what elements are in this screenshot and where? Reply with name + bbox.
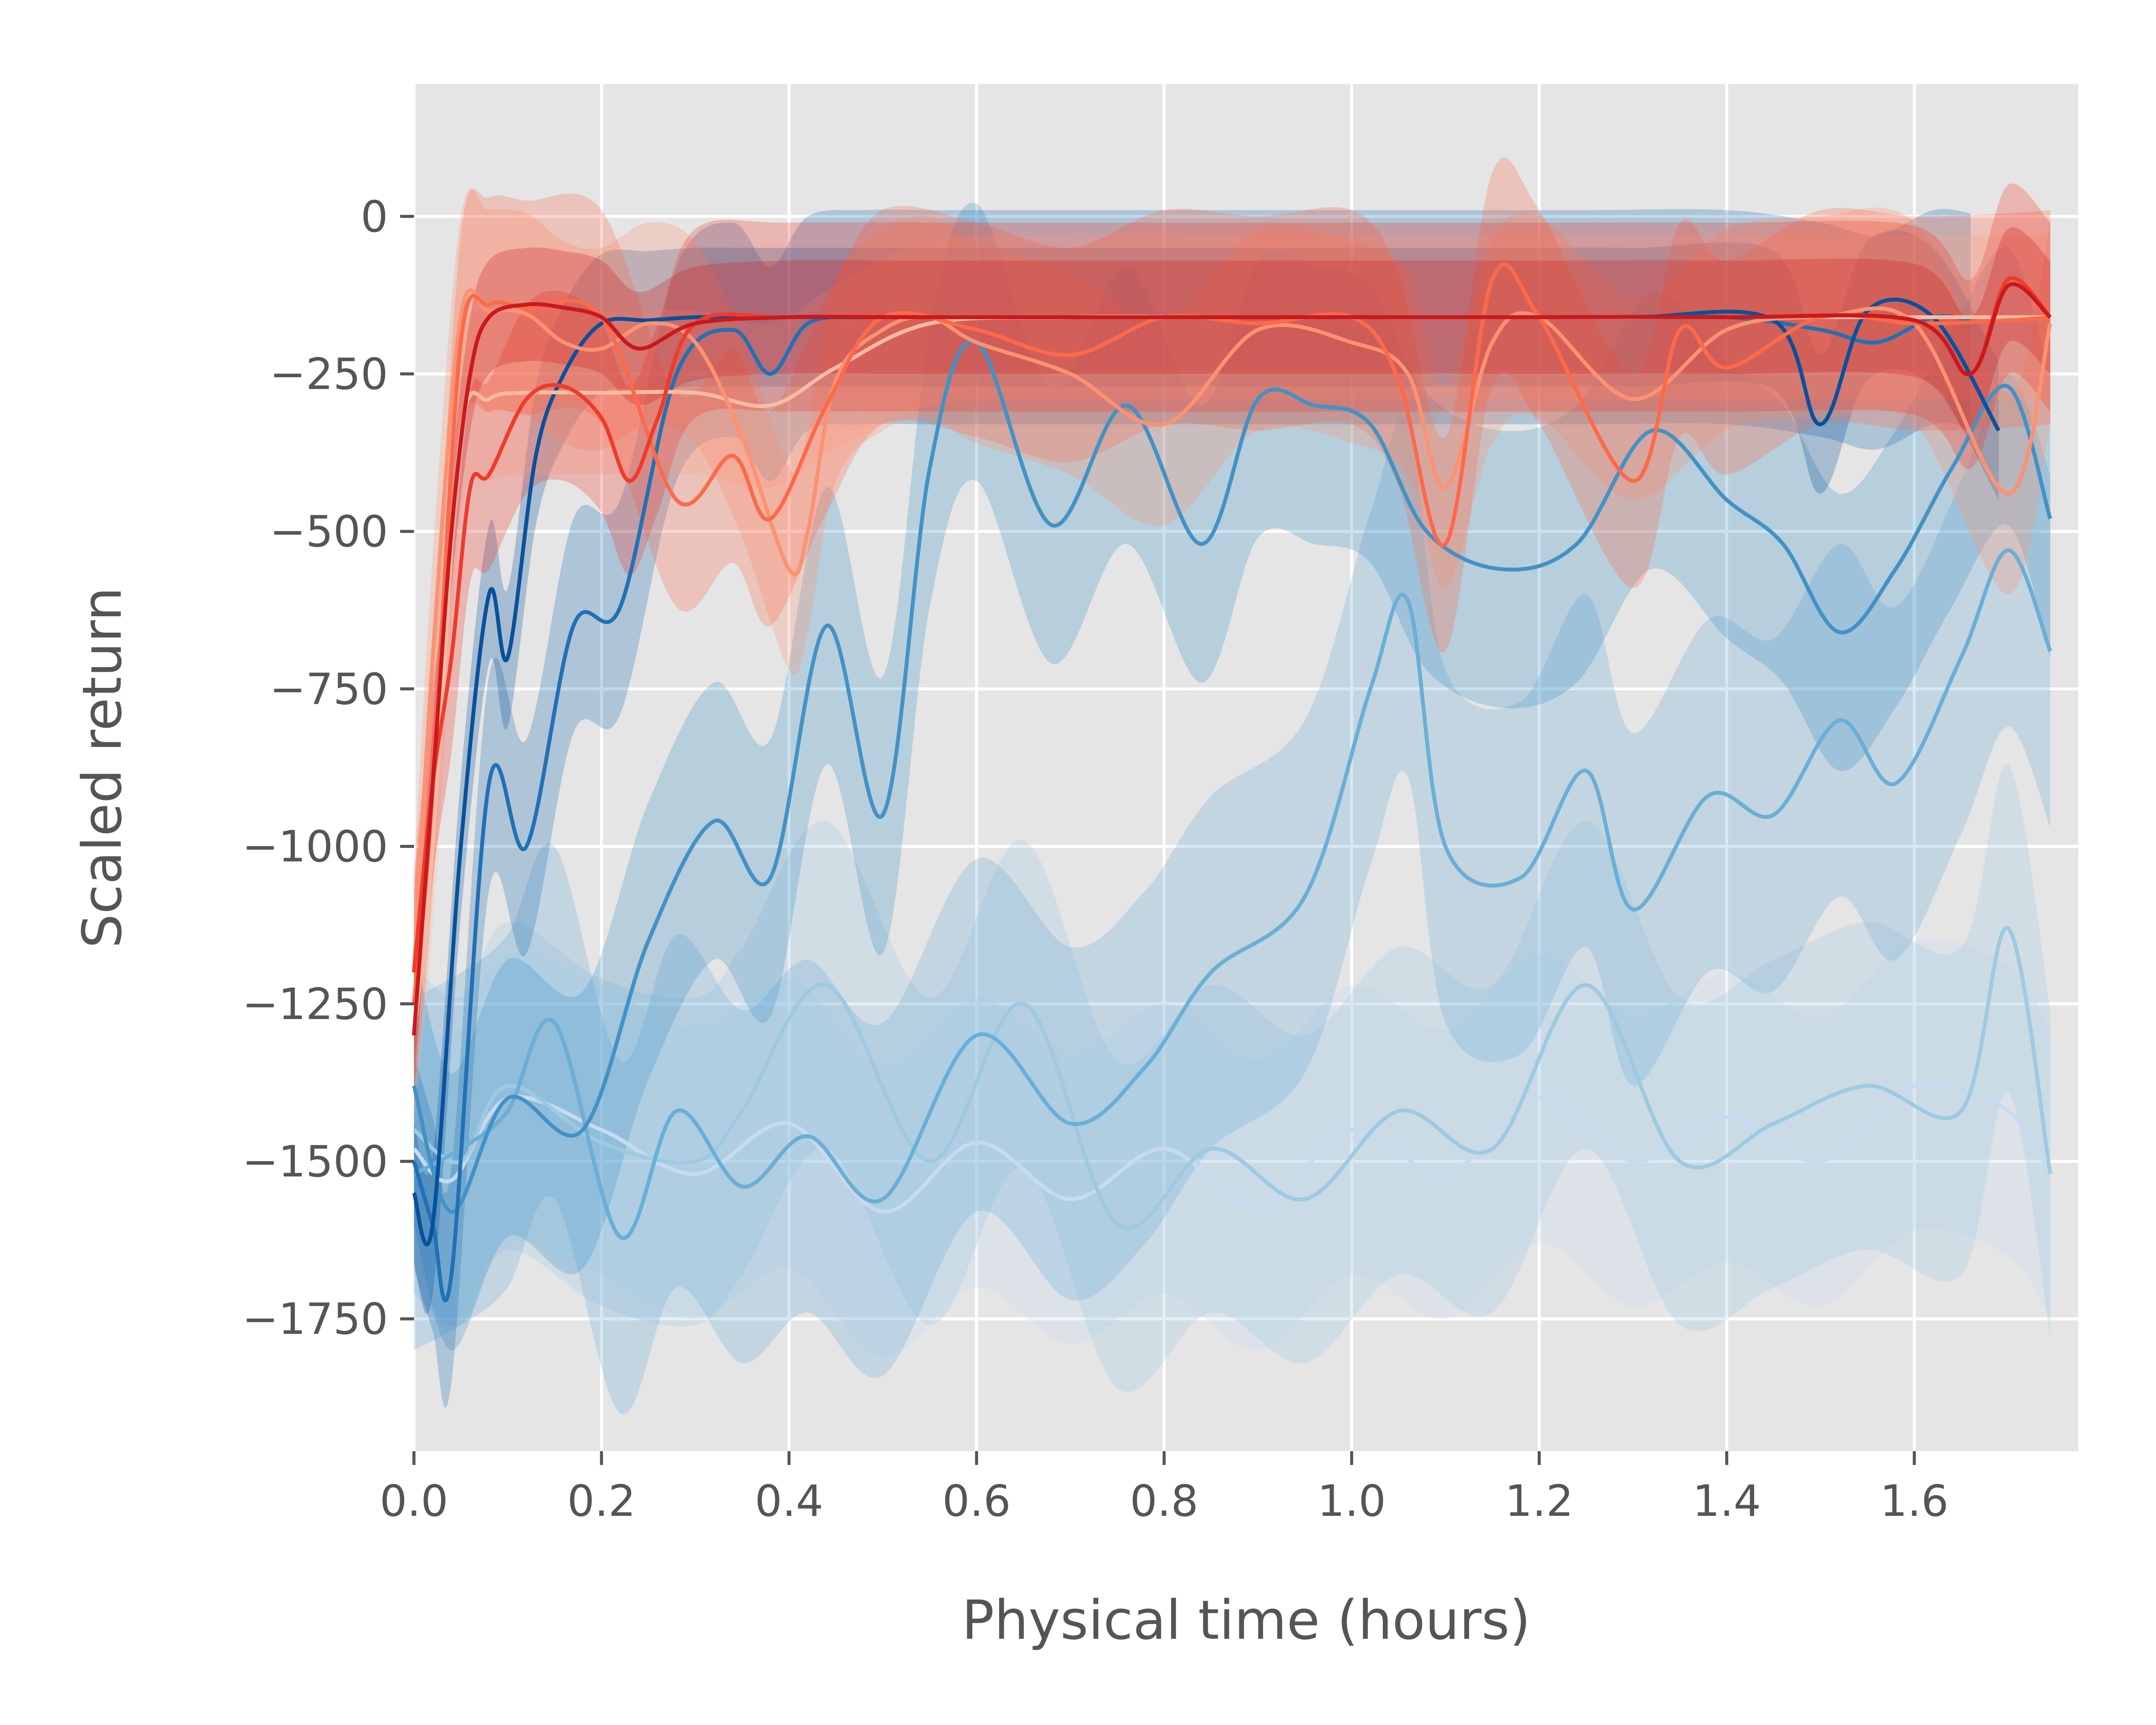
y-axis-ticks: 0 −250 −500 −750 −1000 −1250 −1500 −1750 [242, 191, 414, 1344]
y-tick-label: −250 [270, 349, 388, 399]
y-tick-label: −500 [270, 506, 388, 557]
x-tick-label: 0.2 [567, 1476, 636, 1526]
series-line-1 [413, 926, 2053, 1230]
series-line-8 [412, 262, 2051, 1004]
x-tick-label: 0.8 [1130, 1476, 1198, 1526]
y-axis-label: Scaled return [71, 587, 134, 948]
series-band-5 [414, 230, 1999, 1314]
x-tick-label: 0.0 [379, 1476, 448, 1526]
series-line-2 [413, 548, 2052, 1240]
series-band-3 [414, 203, 2050, 1351]
series-band-6 [414, 235, 2050, 1117]
series-band-1 [414, 764, 2050, 1392]
x-axis-label: Physical time (hours) [962, 1589, 1530, 1652]
y-tick-label: −750 [270, 664, 388, 714]
x-tick-label: 0.6 [942, 1476, 1011, 1526]
series-band-8 [414, 157, 2050, 1111]
series-line-3 [412, 339, 2053, 1214]
series-band-9 [414, 183, 2050, 1067]
confidence-bands [414, 157, 2050, 1415]
y-tick-label: −1000 [242, 822, 388, 872]
series-band-10 [414, 227, 2050, 1092]
x-axis-ticks: 0.0 0.2 0.4 0.6 0.8 1.0 1.2 1.4 1.6 [379, 1451, 1949, 1526]
x-tick-label: 1.6 [1880, 1476, 1949, 1526]
x-tick-label: 1.2 [1505, 1476, 1573, 1526]
x-tick-label: 1.4 [1692, 1476, 1761, 1526]
y-tick-label: −1250 [242, 979, 388, 1029]
x-tick-label: 0.4 [755, 1476, 823, 1526]
x-tick-label: 1.0 [1317, 1476, 1386, 1526]
y-tick-label: −1500 [242, 1136, 388, 1187]
y-tick-label: 0 [360, 191, 388, 242]
plot-background [414, 84, 2078, 1451]
y-tick-label: −1750 [242, 1294, 388, 1344]
series-band-0 [414, 938, 2050, 1357]
series-line-7 [412, 288, 2053, 973]
series-line-10 [412, 282, 2052, 1036]
series-lines [412, 262, 2053, 1303]
